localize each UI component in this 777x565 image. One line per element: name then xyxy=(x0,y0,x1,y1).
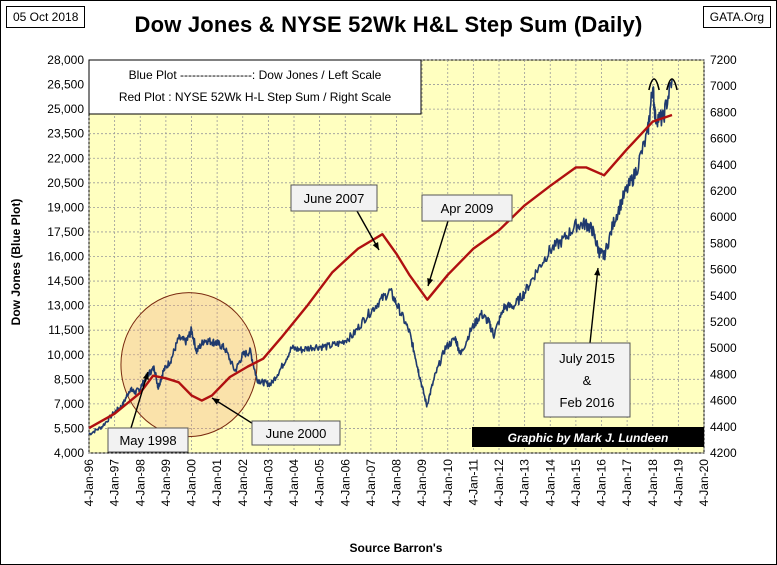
y-right-tick-label: 6400 xyxy=(710,158,737,172)
x-tick-label: 4-Jan-00 xyxy=(185,459,199,507)
series-group xyxy=(88,78,678,436)
y-right-tick-label: 7200 xyxy=(710,53,737,67)
y-right-tick-label: 6600 xyxy=(710,132,737,146)
x-tick-label: 4-Jan-08 xyxy=(390,459,404,507)
annotation-box xyxy=(543,342,631,418)
x-tick-label: 4-Jan-02 xyxy=(236,459,250,507)
annotation-box xyxy=(251,420,341,446)
y-left-tick-label: 23,500 xyxy=(47,127,84,141)
y-left-tick-label: 19,000 xyxy=(47,200,84,214)
y-left-tick-label: 7,000 xyxy=(54,397,84,411)
x-tick-label: 4-Jan-15 xyxy=(569,459,583,507)
annotation-box xyxy=(107,427,189,453)
x-tick-label: 4-Jan-05 xyxy=(313,459,327,507)
x-tick-label: 4-Jan-11 xyxy=(466,459,480,506)
credit-text: Graphic by Mark J. Lundeen xyxy=(508,431,669,445)
annotation-arrow xyxy=(589,267,599,344)
y-left-tick-label: 28,000 xyxy=(47,53,84,67)
x-tick-label: 4-Jan-97 xyxy=(108,459,122,507)
x-axis-label: Source Barron's xyxy=(350,541,443,555)
credit-box xyxy=(472,427,704,447)
y-right-tick-label: 6000 xyxy=(710,210,737,224)
x-tick-label: 4-Jan-13 xyxy=(518,459,532,507)
annotation-text: May 1998 xyxy=(119,433,176,448)
y-left-tick-label: 5,500 xyxy=(54,421,84,435)
annotation-arrow xyxy=(356,210,380,251)
x-tick-label: 4-Jan-96 xyxy=(82,459,96,507)
annotation-arrowhead xyxy=(142,372,149,380)
y-right-tick-label: 6800 xyxy=(710,105,737,119)
annotation-arrow xyxy=(427,220,449,287)
annotation-arrowhead xyxy=(594,268,601,276)
x-tick-label: 4-Jan-10 xyxy=(441,459,455,507)
peak-arc-2 xyxy=(666,78,678,91)
y-right-tick-label: 4800 xyxy=(710,367,737,381)
highlight-circle xyxy=(120,292,258,438)
x-tick-label: 4-Jan-17 xyxy=(620,459,634,507)
x-tick-label: 4-Jan-01 xyxy=(210,459,224,507)
y-right-tick-label: 5400 xyxy=(710,289,737,303)
annotation-text: Feb 2016 xyxy=(560,395,615,410)
date-label: 05 Oct 2018 xyxy=(6,6,86,28)
x-tick-label: 4-Jan-20 xyxy=(697,459,711,507)
annotation-arrowhead xyxy=(212,398,220,405)
x-tick-label: 4-Jan-06 xyxy=(338,459,352,507)
annotation-box xyxy=(421,194,513,222)
y-left-tick-label: 11,500 xyxy=(48,323,84,337)
x-tick-label: 4-Jan-09 xyxy=(415,459,429,507)
annotation-text: June 2007 xyxy=(304,191,365,206)
annotation-box xyxy=(290,184,378,212)
x-tick-label: 4-Jan-04 xyxy=(287,459,301,507)
y-left-tick-label: 16,000 xyxy=(47,250,84,264)
y-left-tick-label: 14,500 xyxy=(47,274,84,288)
y-right-tick-label: 4600 xyxy=(710,394,737,408)
y-left-tick-label: 10,000 xyxy=(47,348,84,362)
legend-box xyxy=(88,59,422,115)
y-right-tick-label: 6200 xyxy=(710,184,737,198)
y-left-tick-label: 20,500 xyxy=(47,176,84,190)
annotation-text: July 2015 xyxy=(559,351,615,366)
y-right-tick-label: 4200 xyxy=(710,446,737,460)
legend-line-1: Blue Plot ------------------: Dow Jones … xyxy=(129,68,382,82)
y-right-tick-label: 5800 xyxy=(710,236,737,250)
y-left-tick-label: 22,000 xyxy=(47,151,84,165)
y-right-tick-label: 4400 xyxy=(710,420,737,434)
annotations: June 2007 Apr 2009 May 1998 June 2000 July 2… xyxy=(107,184,631,453)
legend-line-2: Red Plot : NYSE 52Wk H-L Step Sum / Righ… xyxy=(119,90,392,104)
x-tick-label: 4-Jan-07 xyxy=(364,459,378,507)
annotation-arrowhead xyxy=(427,278,434,286)
y-left-tick-label: 4,000 xyxy=(54,446,84,460)
x-tick-label: 4-Jan-16 xyxy=(595,459,609,507)
y-right-tick-label: 5000 xyxy=(710,341,737,355)
annotation-text: & xyxy=(583,373,592,388)
circle-1999-2002 xyxy=(120,292,258,438)
y-right-tick-label: 5200 xyxy=(710,315,737,329)
x-tick-label: 4-Jan-19 xyxy=(671,459,685,507)
series-dow-jones xyxy=(88,79,673,436)
series-nyse-step-sum xyxy=(88,113,673,430)
y-left-tick-label: 17,500 xyxy=(47,225,84,239)
x-tick-label: 4-Jan-98 xyxy=(133,459,147,507)
y-left-tick-label: 8,500 xyxy=(54,372,84,386)
source-tag: GATA.Org xyxy=(702,6,771,28)
y-axis-label: Dow Jones (Blue Plot) xyxy=(9,199,23,326)
x-tick-label: 4-Jan-99 xyxy=(159,459,173,507)
x-tick-label: 4-Jan-14 xyxy=(543,459,557,507)
annotation-arrowhead xyxy=(372,242,379,250)
tick-labels: 4,000 5,500 7,000 8,500 10,000 11,500 13,000 14… xyxy=(47,53,737,506)
y-left-tick-label: 25,000 xyxy=(47,102,84,116)
annotation-arrow xyxy=(130,371,149,429)
x-tick-label: 4-Jan-18 xyxy=(646,459,660,507)
y-right-tick-label: 7000 xyxy=(710,79,737,93)
y-left-tick-label: 13,000 xyxy=(47,299,84,313)
x-tick-label: 4-Jan-03 xyxy=(261,459,275,507)
annotation-text: June 2000 xyxy=(266,426,327,441)
peak-arc-1 xyxy=(648,78,660,91)
annotation-text: Apr 2009 xyxy=(441,201,494,216)
chart-title: Dow Jones & NYSE 52Wk H&L Step Sum (Dail… xyxy=(134,12,643,37)
y-left-tick-label: 26,500 xyxy=(47,78,84,92)
y-right-tick-label: 5600 xyxy=(710,263,737,277)
x-tick-label: 4-Jan-12 xyxy=(492,459,506,507)
